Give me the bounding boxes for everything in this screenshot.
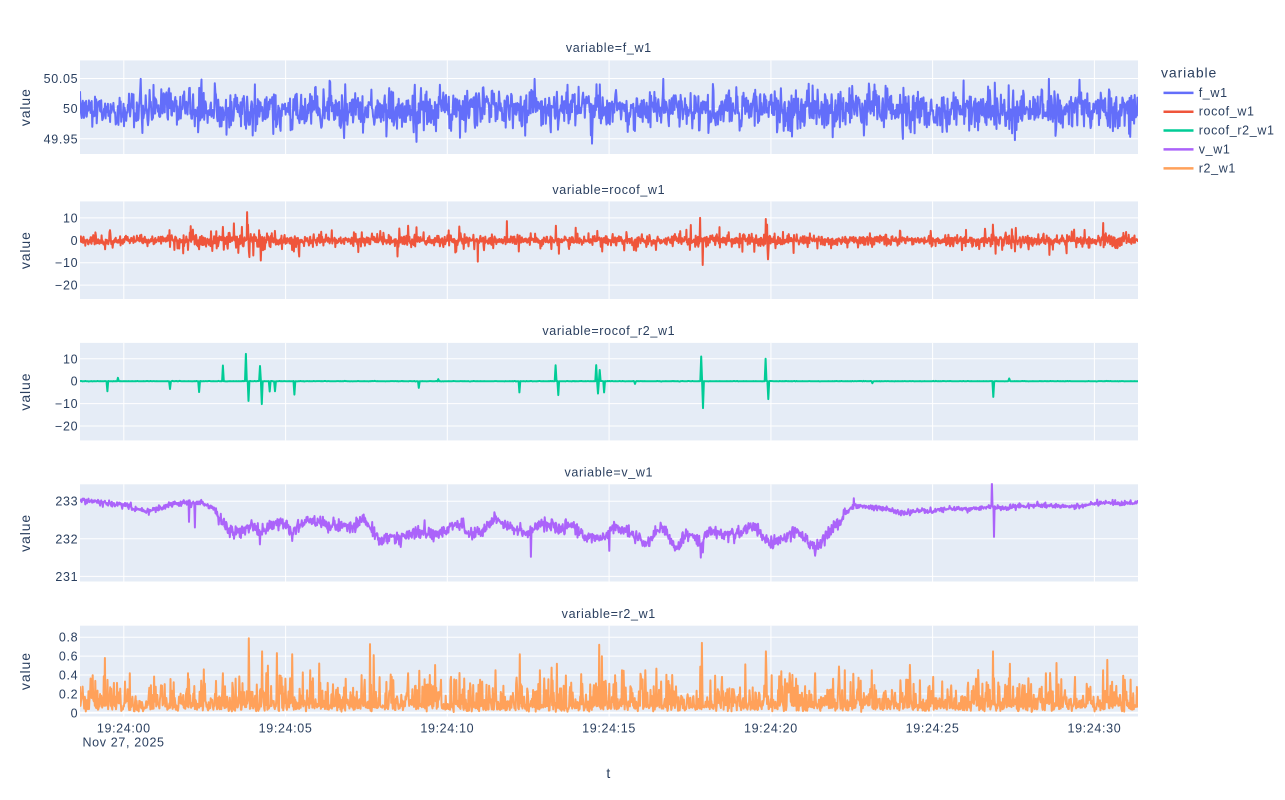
svg-text:233: 233 [55, 495, 78, 509]
svg-text:10: 10 [63, 352, 78, 366]
svg-text:f_w1: f_w1 [1199, 86, 1228, 100]
svg-text:0.6: 0.6 [59, 650, 78, 664]
svg-text:231: 231 [55, 570, 78, 584]
svg-text:19:24:00: 19:24:00 [97, 721, 151, 735]
svg-text:0: 0 [71, 706, 79, 720]
svg-text:0.8: 0.8 [59, 631, 78, 645]
svg-text:0: 0 [71, 234, 79, 248]
svg-text:variable=rocof_r2_w1: variable=rocof_r2_w1 [542, 324, 675, 338]
svg-text:variable=r2_w1: variable=r2_w1 [562, 607, 656, 621]
svg-text:rocof_w1: rocof_w1 [1199, 105, 1255, 119]
svg-text:value: value [17, 88, 33, 126]
svg-text:variable=rocof_w1: variable=rocof_w1 [552, 183, 665, 197]
svg-text:−20: −20 [55, 279, 78, 293]
svg-text:10: 10 [63, 211, 78, 225]
svg-text:Nov 27, 2025: Nov 27, 2025 [83, 736, 165, 750]
svg-text:−10: −10 [55, 397, 78, 411]
svg-text:value: value [17, 514, 33, 552]
svg-text:0.2: 0.2 [59, 687, 78, 701]
svg-text:r2_w1: r2_w1 [1199, 161, 1236, 175]
svg-text:19:24:30: 19:24:30 [1067, 721, 1121, 735]
svg-text:50.05: 50.05 [44, 72, 79, 86]
svg-text:variable=f_w1: variable=f_w1 [566, 41, 652, 55]
svg-text:−10: −10 [55, 256, 78, 270]
svg-text:variable=v_w1: variable=v_w1 [564, 466, 653, 480]
svg-text:0: 0 [71, 375, 79, 389]
svg-text:19:24:05: 19:24:05 [259, 721, 313, 735]
svg-text:value: value [17, 373, 33, 411]
svg-text:rocof_r2_w1: rocof_r2_w1 [1199, 124, 1275, 138]
svg-text:value: value [17, 231, 33, 269]
svg-text:−20: −20 [55, 420, 78, 434]
svg-text:49.95: 49.95 [44, 132, 79, 146]
svg-text:v_w1: v_w1 [1199, 142, 1231, 156]
svg-text:variable: variable [1161, 64, 1217, 80]
svg-text:232: 232 [55, 532, 78, 546]
svg-text:50: 50 [63, 102, 78, 116]
svg-text:value: value [17, 652, 33, 690]
svg-text:19:24:25: 19:24:25 [906, 721, 960, 735]
svg-text:0.4: 0.4 [59, 669, 78, 683]
svg-text:19:24:15: 19:24:15 [582, 721, 636, 735]
svg-text:19:24:20: 19:24:20 [744, 721, 798, 735]
svg-text:19:24:10: 19:24:10 [420, 721, 474, 735]
svg-text:t: t [606, 765, 611, 781]
